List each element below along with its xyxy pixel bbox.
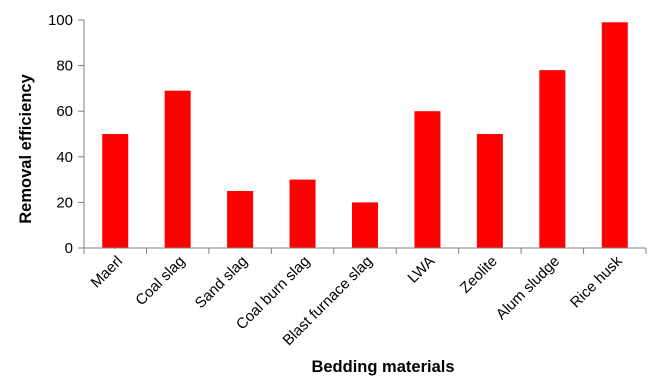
bar — [289, 179, 316, 248]
bar — [601, 22, 628, 249]
bar — [164, 90, 191, 249]
bars — [102, 22, 628, 249]
x-tick-label: Alum sludge — [493, 253, 563, 323]
y-tick-label: 40 — [56, 149, 73, 166]
x-tick-label: Sand slag — [192, 253, 251, 312]
y-tick-label: 60 — [56, 103, 73, 120]
bar — [352, 202, 378, 248]
x-tick-label: Zeolite — [457, 253, 501, 297]
bar — [414, 111, 441, 248]
x-tick-label: Rice husk — [567, 252, 626, 311]
x-tick-label: Maerl — [88, 253, 127, 292]
bar — [227, 191, 254, 248]
y-axis-title: Removal efficiency — [17, 73, 35, 223]
bar — [476, 134, 503, 248]
y-tick-label: 20 — [56, 194, 73, 211]
x-tick-label: Coal slag — [132, 253, 188, 309]
bar — [102, 134, 129, 248]
bar — [539, 70, 566, 248]
y-tick-label: 0 — [65, 240, 73, 257]
y-tick-label: 100 — [48, 12, 73, 29]
x-tick-label: LWA — [404, 253, 438, 287]
x-axis-title: Bedding materials — [311, 358, 454, 376]
y-axis-ticks: 0 20 40 60 80 100 — [48, 12, 84, 257]
y-tick-label: 80 — [56, 58, 73, 75]
